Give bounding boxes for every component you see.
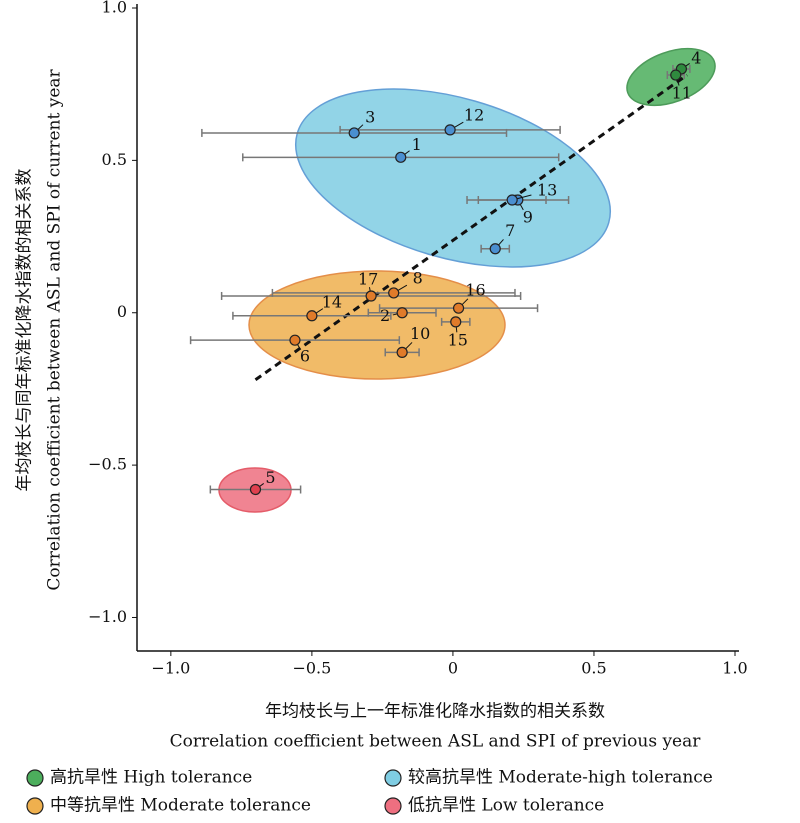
legend-marker <box>384 797 402 815</box>
point-label: 11 <box>672 84 692 103</box>
group-region <box>248 270 506 380</box>
point-label: 4 <box>691 48 701 67</box>
point-label: 1 <box>412 135 422 154</box>
point <box>395 151 407 163</box>
legend-label: 中等抗旱性 Moderate tolerance <box>50 796 311 816</box>
point-label: 2 <box>380 306 390 325</box>
point <box>396 307 408 319</box>
x-tick-label: 0 <box>448 659 458 678</box>
point <box>388 287 400 299</box>
x-axis-label: 年均枝长与上一年标准化降水指数的相关系数 <box>265 702 605 722</box>
point-label: 15 <box>448 330 468 349</box>
point-label: 5 <box>265 468 275 487</box>
x-tick-label: −1.0 <box>151 659 190 678</box>
point-label: 8 <box>413 268 423 287</box>
y-tick-label: −1.0 <box>88 607 127 626</box>
point <box>249 483 262 496</box>
point-label: 16 <box>465 281 485 300</box>
x-tick-label: −0.5 <box>292 659 331 678</box>
point <box>452 302 465 314</box>
point <box>670 69 682 81</box>
y-tick-label: 0 <box>117 302 127 321</box>
x-tick-label: 1.0 <box>722 659 747 678</box>
legend-label: 低抗旱性 Low tolerance <box>408 796 604 816</box>
trend-line <box>254 73 688 382</box>
point-label: 3 <box>365 107 375 126</box>
y-tick-label: 0.5 <box>102 150 127 169</box>
group-region <box>294 88 612 268</box>
point <box>289 334 301 346</box>
point-label: 6 <box>300 347 310 366</box>
point-label: 7 <box>505 221 515 240</box>
x-axis-label: Correlation coefficient between ASL and … <box>170 732 702 752</box>
point <box>396 346 408 358</box>
legend-marker <box>26 769 44 787</box>
legend-label: 高抗旱性 High tolerance <box>50 768 252 788</box>
point-label: 14 <box>322 292 342 311</box>
point-label: 12 <box>464 105 484 124</box>
y-axis-label: 年均枝长与同年标准化降水指数的相关系数 <box>15 169 35 492</box>
point <box>306 310 318 322</box>
point <box>365 290 377 302</box>
point <box>348 127 360 139</box>
point <box>450 316 462 328</box>
x-tick-label: 0.5 <box>581 659 606 678</box>
point-label: 10 <box>410 324 430 343</box>
point-label: 9 <box>523 207 533 226</box>
y-axis-label: Correlation coefficient between ASL and … <box>45 68 65 590</box>
point-label: 17 <box>358 269 378 288</box>
legend-marker <box>384 769 402 787</box>
point-label: 13 <box>537 180 557 199</box>
legend-label: 较高抗旱性 Moderate-high tolerance <box>408 768 713 788</box>
y-tick-label: 1.0 <box>102 0 127 17</box>
point <box>444 124 456 136</box>
y-tick-label: −0.5 <box>88 455 127 474</box>
point <box>489 243 501 255</box>
legend-marker <box>26 797 44 815</box>
point <box>506 194 518 206</box>
